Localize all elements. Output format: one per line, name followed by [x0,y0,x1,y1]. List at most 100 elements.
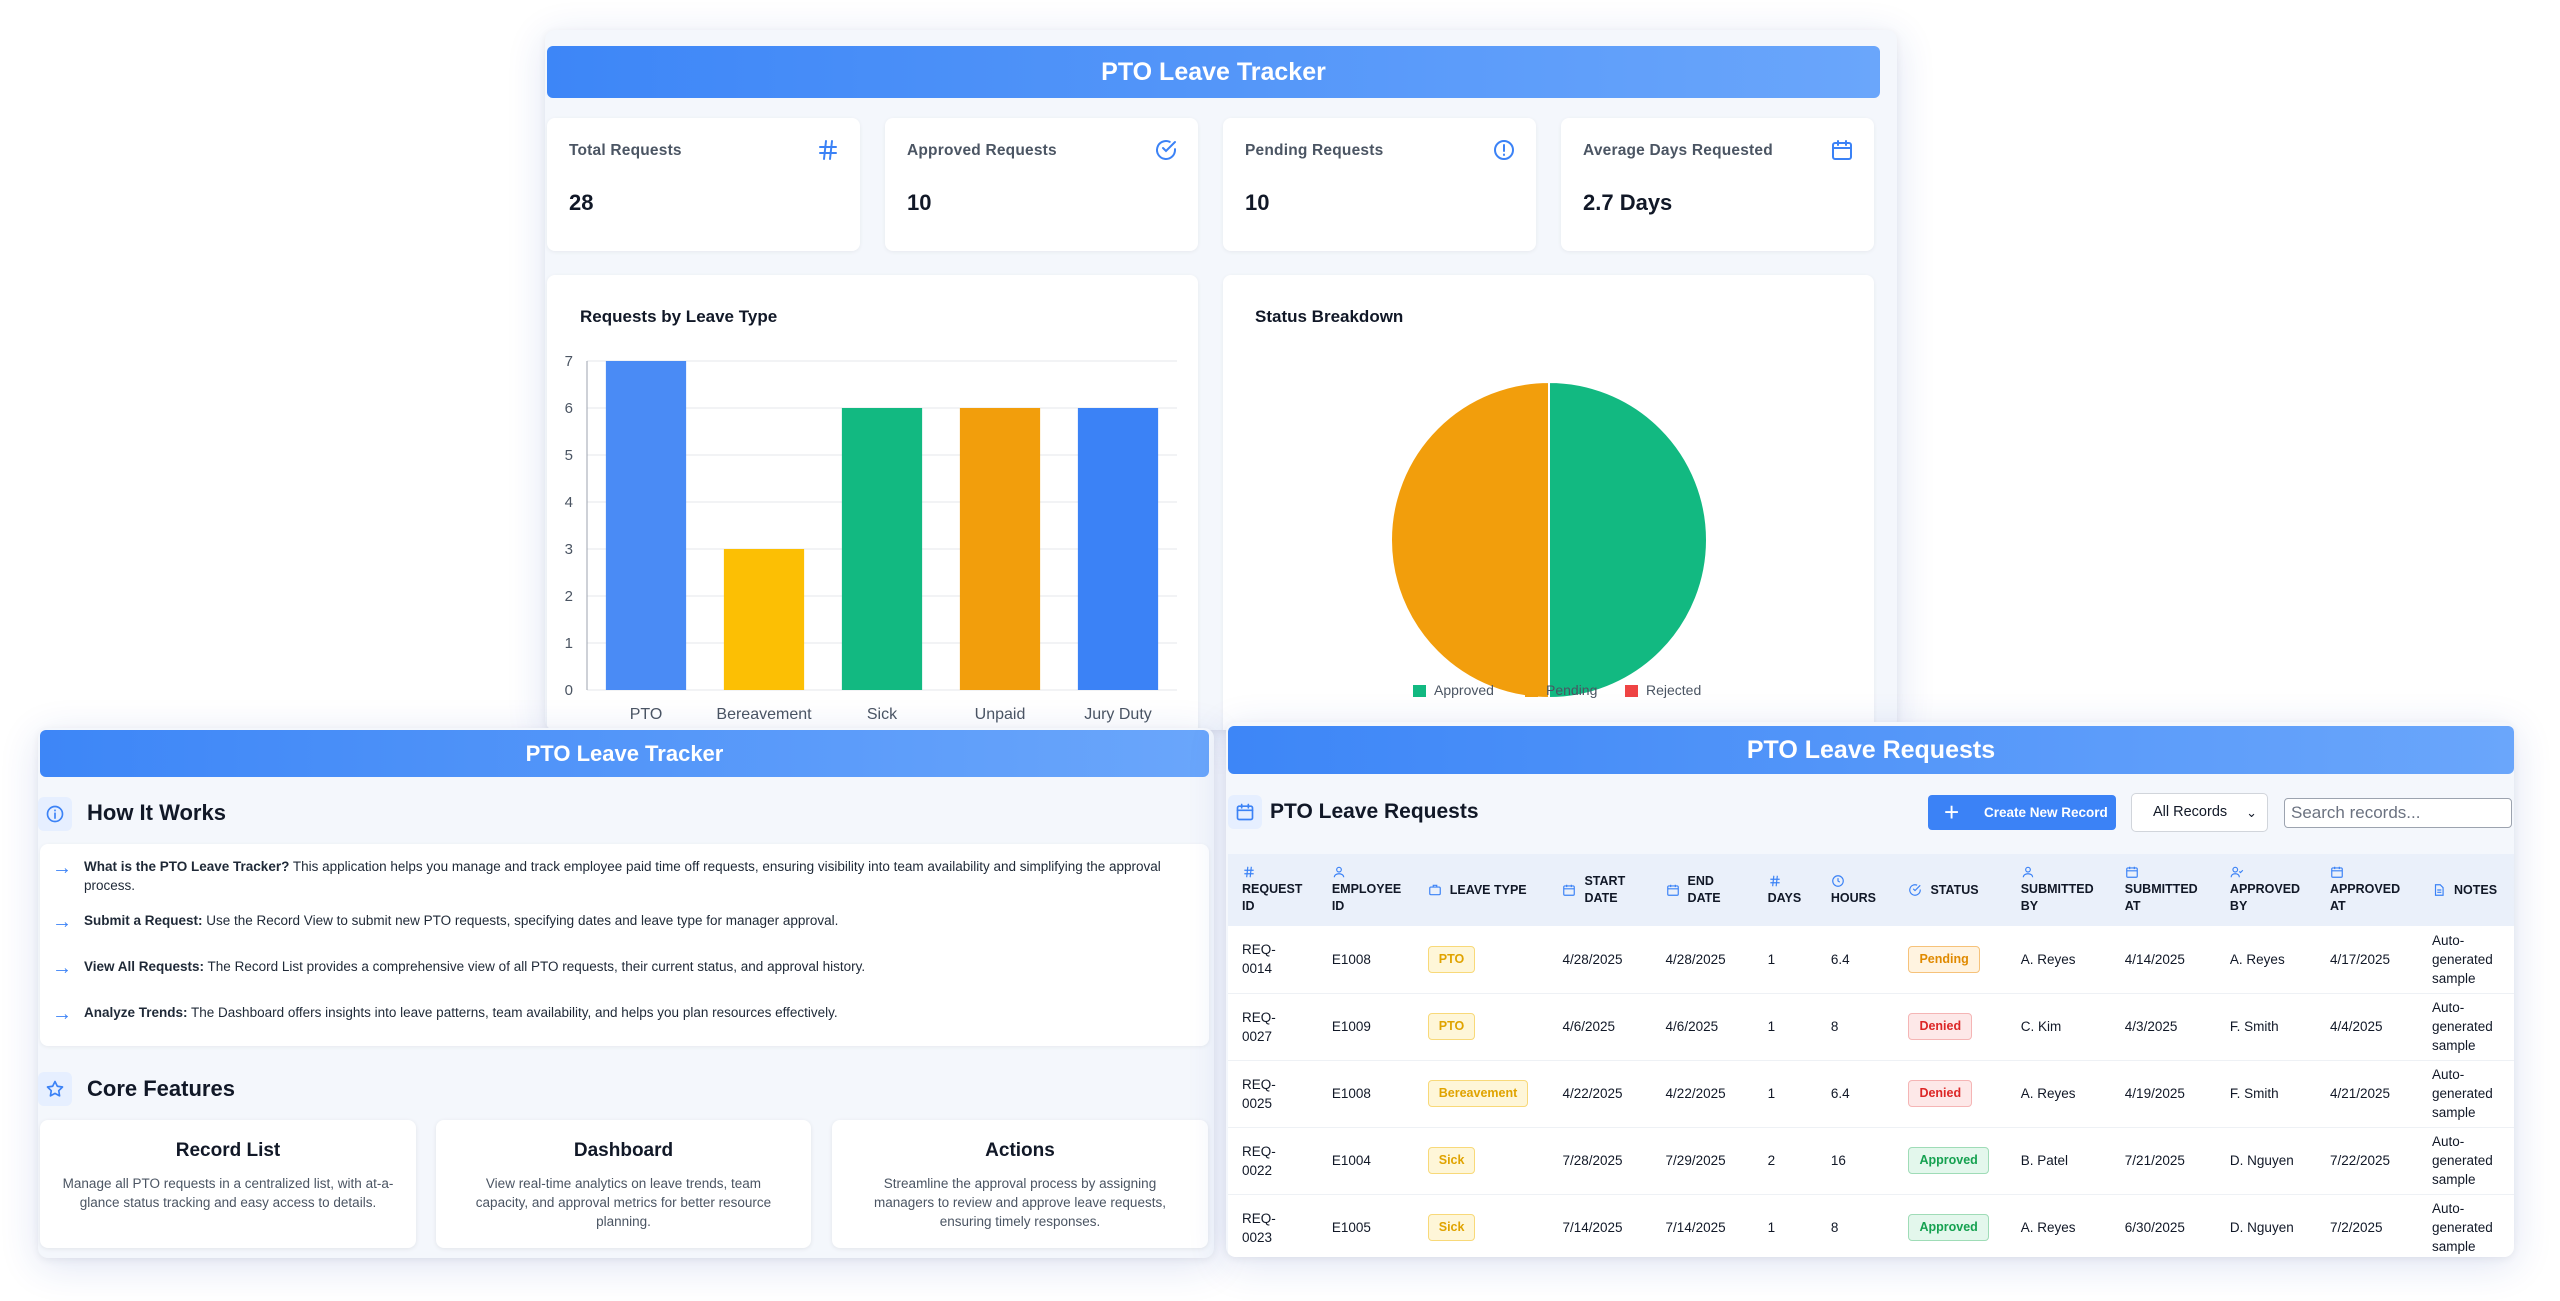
table-cell: Sick [1413,1127,1549,1195]
cell-text: 4/17/2025 [2329,951,2390,967]
user-icon [1333,866,1345,878]
column-header[interactable]: START DATE [1548,854,1652,926]
table-cell: 7/14/2025 [1651,1194,1754,1257]
status-badge: Approved [1908,1214,1989,1241]
requests-window: PTO Leave Requests PTO Leave Requests + … [1226,722,2514,1257]
table-cell: 1 [1753,926,1817,994]
arrow-right-icon: → [52,911,72,933]
cell-text: 1 [1767,1086,1776,1101]
feature-desc: Streamline the approval process by assig… [874,1176,1166,1229]
x-tick-label: Bereavement [716,706,812,723]
cell-text: F. Smith [2229,1019,2279,1034]
column-header[interactable]: EMPLOYEE ID [1317,854,1414,926]
table-row[interactable]: REQ-0022 E1004 Sick 7/28/2025 7/29/2025 2 16 Ap… [1228,1127,2514,1195]
y-tick-label: 2 [565,588,573,605]
column-header[interactable]: APPROVED AT [2315,854,2418,926]
feature-title: Actions [985,1140,1055,1161]
table-cell: Approved [1894,1127,2007,1195]
column-header[interactable]: NOTES [2418,854,2514,926]
core-features-title: Core Features [87,1076,235,1101]
cell-text: B. Patel [2020,1153,2068,1168]
hash-icon [819,140,837,160]
requests-table: REQUEST ID EMPLOYEE ID LEAVE TYPE START … [1228,854,2514,1257]
user-icon [2022,866,2033,878]
calendar-icon [2125,866,2138,878]
table-cell: 2 [1753,1127,1817,1195]
table-cell: 7/28/2025 [1548,1127,1652,1195]
cell-text: A. Reyes [2020,1086,2076,1101]
hash-icon [1769,875,1780,886]
table-cell: Auto-generated sample [2418,1127,2514,1195]
leave-type-badge: PTO [1427,945,1476,973]
status-badge: Approved [1908,1147,1989,1174]
pie-chart-title: Status Breakdown [1255,307,1404,326]
y-tick-label: 0 [565,682,573,699]
table-cell: Denied [1894,993,2007,1061]
bar [841,408,923,690]
cell-text: REQ-0014 [1242,942,1276,977]
column-header[interactable]: LEAVE TYPE [1413,854,1549,926]
search-input[interactable] [2284,798,2512,828]
check-circle-icon [1156,140,1176,160]
table-cell: Denied [1894,1060,2007,1128]
status-badge: Pending [1908,945,1980,973]
table-cell: 6/30/2025 [2110,1194,2216,1257]
column-header[interactable]: REQUEST ID [1228,854,1318,926]
cell-text: 4/21/2025 [2329,1086,2390,1101]
table-cell: 4/21/2025 [2315,1060,2418,1128]
y-tick-label: 5 [565,447,573,464]
cell-text: 4/14/2025 [2124,951,2185,967]
column-header[interactable]: END DATE [1651,854,1754,926]
cell-text: 7/14/2025 [1665,1220,1726,1235]
table-cell: Auto-generated sample [2418,1060,2514,1128]
cell-text: 8 [1830,1220,1839,1235]
table-cell: 7/21/2025 [2110,1127,2216,1195]
stat-value: 2.7 Days [1583,190,1673,215]
records-filter-select[interactable]: All Records ⌄ [2131,793,2268,832]
pie-slice [1548,380,1708,700]
table-cell: 7/29/2025 [1651,1127,1754,1195]
stat-card-average: Average Days Requested 2.7 Days [1561,118,1874,251]
stat-card-pending: Pending Requests 10 [1223,118,1536,251]
table-cell: PTO [1413,993,1549,1061]
column-header[interactable]: HOURS [1816,854,1895,926]
cell-text: 7/2/2025 [2329,1220,2383,1235]
cell-text: 7/14/2025 [1562,1220,1623,1235]
pie-slice [1390,380,1550,700]
table-row[interactable]: REQ-0025 E1008 Bereavement 4/22/2025 4/22/20… [1228,1060,2514,1128]
cell-text: E1008 [1331,951,1371,967]
cell-text: 4/6/2025 [1665,1019,1719,1034]
cell-text: 4/4/2025 [2329,1019,2383,1034]
table-cell: 4/22/2025 [1651,1060,1754,1128]
table-row[interactable]: REQ-0023 E1005 Sick 7/14/2025 7/14/2025 1 8 App… [1228,1194,2514,1257]
column-label: NOTES [2454,882,2498,897]
x-tick-label: Unpaid [975,706,1026,723]
table-cell: 4/6/2025 [1651,993,1754,1061]
clock-icon [1832,874,1844,887]
column-header[interactable]: APPROVED BY [2215,854,2316,926]
column-header[interactable]: SUBMITTED AT [2110,854,2216,926]
chevron-down-icon: ⌄ [2246,805,2257,820]
stat-label: Average Days Requested [1583,142,1773,159]
feature-card-dashboard: Dashboard View real-time analytics on le… [436,1120,811,1248]
legend-label: Pending [1546,682,1597,698]
cell-text: 1 [1767,951,1776,967]
table-cell: E1009 [1317,993,1414,1061]
column-header[interactable]: SUBMITTED BY [2006,854,2111,926]
cell-text: A. Reyes [2229,951,2285,967]
y-tick-label: 1 [565,635,573,652]
leave-type-badge: Bereavement [1427,1080,1529,1107]
table-row[interactable]: REQ-0027 E1009 PTO 4/6/2025 4/6/2025 1 8 Denied… [1228,993,2514,1061]
column-label: SUBMITTED AT [2124,882,2198,913]
column-label: STATUS [1930,882,1979,897]
table-cell: Approved [1894,1194,2007,1257]
pie-chart: Approved Pending Rejected [1390,380,1708,700]
cell-text: 16 [1830,1153,1846,1168]
table-row[interactable]: REQ-0014 E1008 PTO 4/28/2025 4/28/2025 1 6.4 Pe… [1228,926,2514,994]
hash-icon [1244,866,1254,878]
column-header[interactable]: STATUS [1894,854,2007,926]
arrow-right-icon: → [52,1003,72,1025]
create-new-record-button[interactable]: + Create New Record [1928,795,2116,830]
cell-text: 4/22/2025 [1665,1086,1726,1101]
column-header[interactable]: DAYS [1753,854,1817,926]
